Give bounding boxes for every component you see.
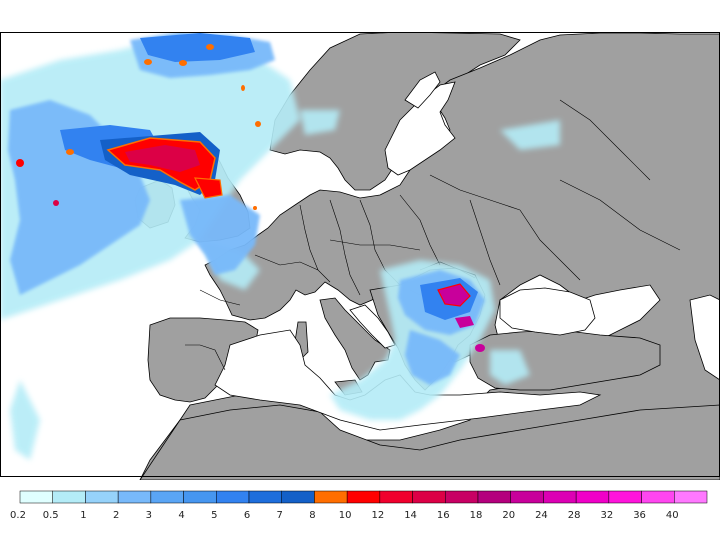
land-north-africa: [139, 404, 720, 480]
sea-mediterranean-west: [214, 329, 602, 431]
legend-tick-label: 24: [535, 510, 548, 521]
legend-swatch: [183, 490, 217, 504]
legend-swatch: [575, 490, 610, 504]
legend-tick-label: 3: [146, 510, 152, 521]
legend-tick-label: 40: [666, 510, 679, 521]
legend-tick-label: 5: [211, 510, 217, 521]
legend-tick-label: 28: [568, 510, 581, 521]
legend-swatch: [281, 490, 315, 504]
legend-tick-label: 7: [277, 510, 283, 521]
legend-swatch: [445, 490, 479, 504]
legend-tick-label: 18: [470, 510, 483, 521]
legend-tick-label: 1: [80, 510, 86, 521]
sea-layer: [214, 71, 720, 431]
legend-tick-label: 6: [244, 510, 250, 521]
legend-swatch: [608, 490, 642, 504]
legend-swatch: [117, 490, 152, 504]
legend-tick-label: 2: [113, 510, 119, 521]
precip-extreme: [16, 44, 485, 352]
legend-tick-label: 14: [404, 510, 417, 521]
sea-black: [499, 287, 596, 336]
legend-tick-label: 0.2: [10, 510, 26, 521]
legend-tick-label: 10: [339, 510, 352, 521]
legend-swatch: [641, 490, 675, 504]
precipitation-map: [0, 0, 720, 480]
sea-caspian: [689, 294, 720, 381]
legend-tick-label: 4: [178, 510, 184, 521]
legend-swatch: [412, 490, 446, 504]
legend-swatch: [52, 490, 86, 504]
legend-tick-label: 32: [600, 510, 613, 521]
legend-tick-label: 36: [633, 510, 646, 521]
top-margin: [0, 0, 720, 32]
legend-swatch: [150, 490, 184, 504]
color-scale-legend: 0.2 0.5 1 2 3 4 5 6 7 8 10 12 14 16 18 20 24 28 32 36 40: [10, 490, 708, 521]
land-italy: [319, 297, 391, 381]
legend-swatch: [314, 490, 348, 504]
legend-labels: 0.2 0.5 1 2 3 4 5 6 7 8 10 12 14 16 18 20 24 28 32 36 40: [10, 510, 679, 521]
legend-bar: [19, 490, 708, 504]
legend-swatch: [510, 490, 544, 504]
sea-bothnia: [404, 71, 441, 109]
legend-tick-label: 12: [371, 510, 384, 521]
legend-swatch: [543, 490, 577, 504]
legend-swatch: [19, 490, 53, 504]
legend-tick-label: 16: [437, 510, 450, 521]
legend-swatch: [477, 490, 511, 504]
legend-swatch: [248, 490, 282, 504]
legend-swatch: [379, 490, 413, 504]
legend-swatch: [674, 490, 708, 504]
legend-tick-label: 0.5: [43, 510, 59, 521]
legend-swatch: [216, 490, 250, 504]
legend-tick-label: 20: [502, 510, 515, 521]
legend-swatch: [85, 490, 119, 504]
legend-swatch: [346, 490, 381, 504]
legend-tick-label: 8: [309, 510, 315, 521]
